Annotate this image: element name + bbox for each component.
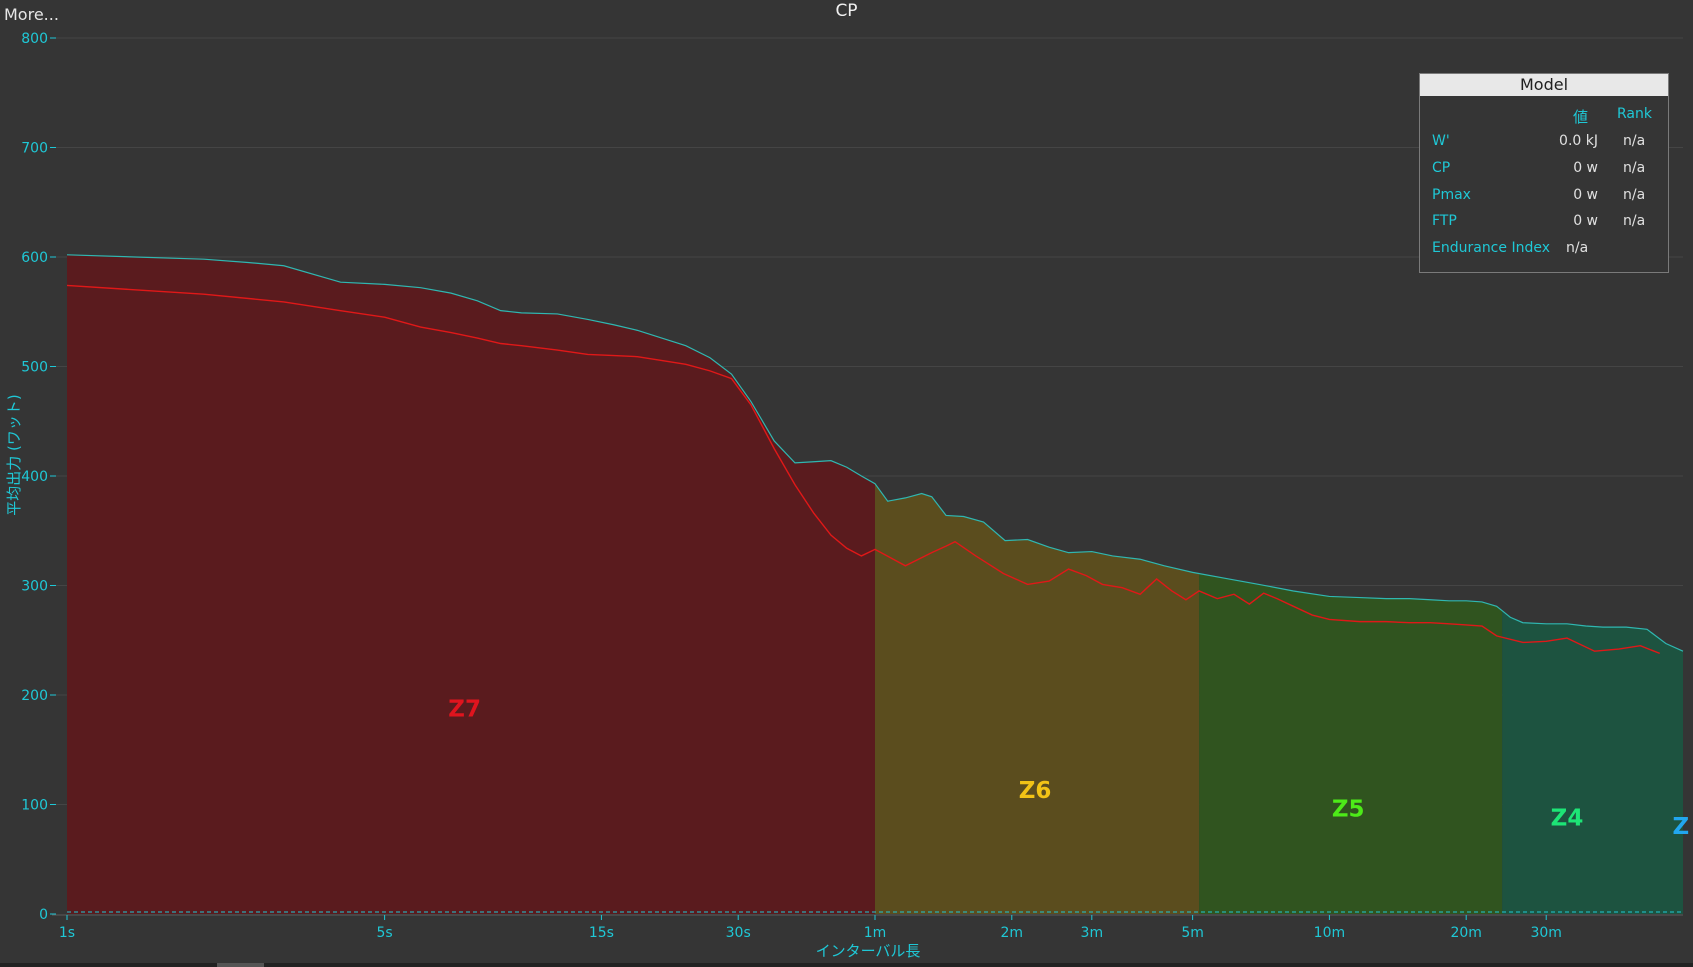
- model-panel: Model 値 Rank W' 0.0 kJ n/a CP 0 w n/a Pm…: [1419, 73, 1669, 273]
- axis-layer: 0 100 200 300 400 500 600 700 800 1s 5s 15s 30s 1m 2m 3…: [21, 31, 1683, 941]
- y-tick-label: 600: [21, 250, 48, 266]
- model-row-value: 0 w: [1573, 213, 1598, 229]
- model-row-name: FTP: [1432, 213, 1457, 229]
- model-row-name: Pmax: [1432, 187, 1471, 203]
- x-tick-label: 5s: [377, 925, 393, 941]
- y-tick-label: 100: [21, 798, 48, 814]
- x-tick-label: 10m: [1314, 925, 1345, 941]
- x-axis-title: インターバル長: [816, 942, 921, 960]
- model-row-rank: n/a: [1623, 160, 1646, 176]
- x-tick-label: 5m: [1181, 925, 1204, 941]
- zone-area-z4: [1502, 610, 1683, 914]
- x-tick-label: 20m: [1450, 925, 1481, 941]
- best-power-curve: [66, 254, 1684, 652]
- zone-label-z4: Z4: [1551, 805, 1584, 831]
- zone-label-z7: Z7: [448, 696, 481, 722]
- model-row-cp: CP 0 w n/a: [1420, 160, 1668, 180]
- curves-layer: [66, 254, 1684, 655]
- model-value-column-header: 値: [1572, 108, 1588, 126]
- model-row-rank: n/a: [1623, 187, 1646, 203]
- model-row-name: Endurance Index: [1432, 240, 1550, 256]
- y-tick-label: 400: [21, 469, 48, 485]
- model-row-ftp: FTP 0 w n/a: [1420, 213, 1668, 233]
- model-row-value: 0 w: [1573, 160, 1598, 176]
- model-row-name: W': [1432, 133, 1450, 149]
- model-row-value: 0.0 kJ: [1559, 133, 1598, 149]
- x-tick-label: 2m: [1001, 925, 1024, 941]
- model-row-name: CP: [1432, 160, 1451, 176]
- zone-area-z6: [875, 483, 1200, 914]
- current-power-curve: [66, 284, 1661, 655]
- zones-layer: [67, 254, 1683, 914]
- zone-area-z7: [67, 254, 875, 914]
- x-tick-label: 15s: [589, 925, 614, 941]
- model-row-wprime: W' 0.0 kJ n/a: [1420, 133, 1668, 153]
- zone-label-z6: Z6: [1019, 778, 1052, 804]
- chart-title: CP: [835, 1, 858, 21]
- model-row-value: n/a: [1566, 240, 1589, 256]
- y-tick-label: 500: [21, 360, 48, 376]
- y-tick-label: 0: [39, 907, 48, 923]
- zone-area-z5: [1199, 573, 1503, 914]
- y-tick-label: 700: [21, 141, 48, 157]
- model-rank-column-header: Rank: [1617, 106, 1652, 122]
- x-tick-label: 1m: [864, 925, 887, 941]
- y-axis-title: 平均出力 (ワット): [5, 394, 23, 515]
- y-tick-label: 300: [21, 579, 48, 595]
- x-tick-label: 1s: [59, 925, 75, 941]
- model-row-endurance-index: Endurance Index n/a: [1420, 240, 1668, 260]
- model-row-pmax: Pmax 0 w n/a: [1420, 187, 1668, 207]
- bottom-strip: [0, 963, 1693, 967]
- model-row-rank: n/a: [1623, 213, 1646, 229]
- model-column-headers: 値 Rank: [1420, 106, 1668, 126]
- y-tick-label: 200: [21, 688, 48, 704]
- model-row-rank: n/a: [1623, 133, 1646, 149]
- zone-labels-layer: Z7 Z6 Z5 Z4 Z: [448, 696, 1689, 840]
- x-tick-label: 3m: [1081, 925, 1104, 941]
- zone-label-z: Z: [1672, 814, 1689, 840]
- x-tick-label: 30m: [1530, 925, 1561, 941]
- x-tick-label: 30s: [726, 925, 751, 941]
- more-menu-button[interactable]: More...: [4, 5, 59, 24]
- zone-label-z5: Z5: [1332, 796, 1365, 822]
- model-panel-header: Model: [1420, 74, 1668, 96]
- y-tick-label: 800: [21, 31, 48, 47]
- bottom-strip-tab: [217, 963, 264, 967]
- model-row-value: 0 w: [1573, 187, 1598, 203]
